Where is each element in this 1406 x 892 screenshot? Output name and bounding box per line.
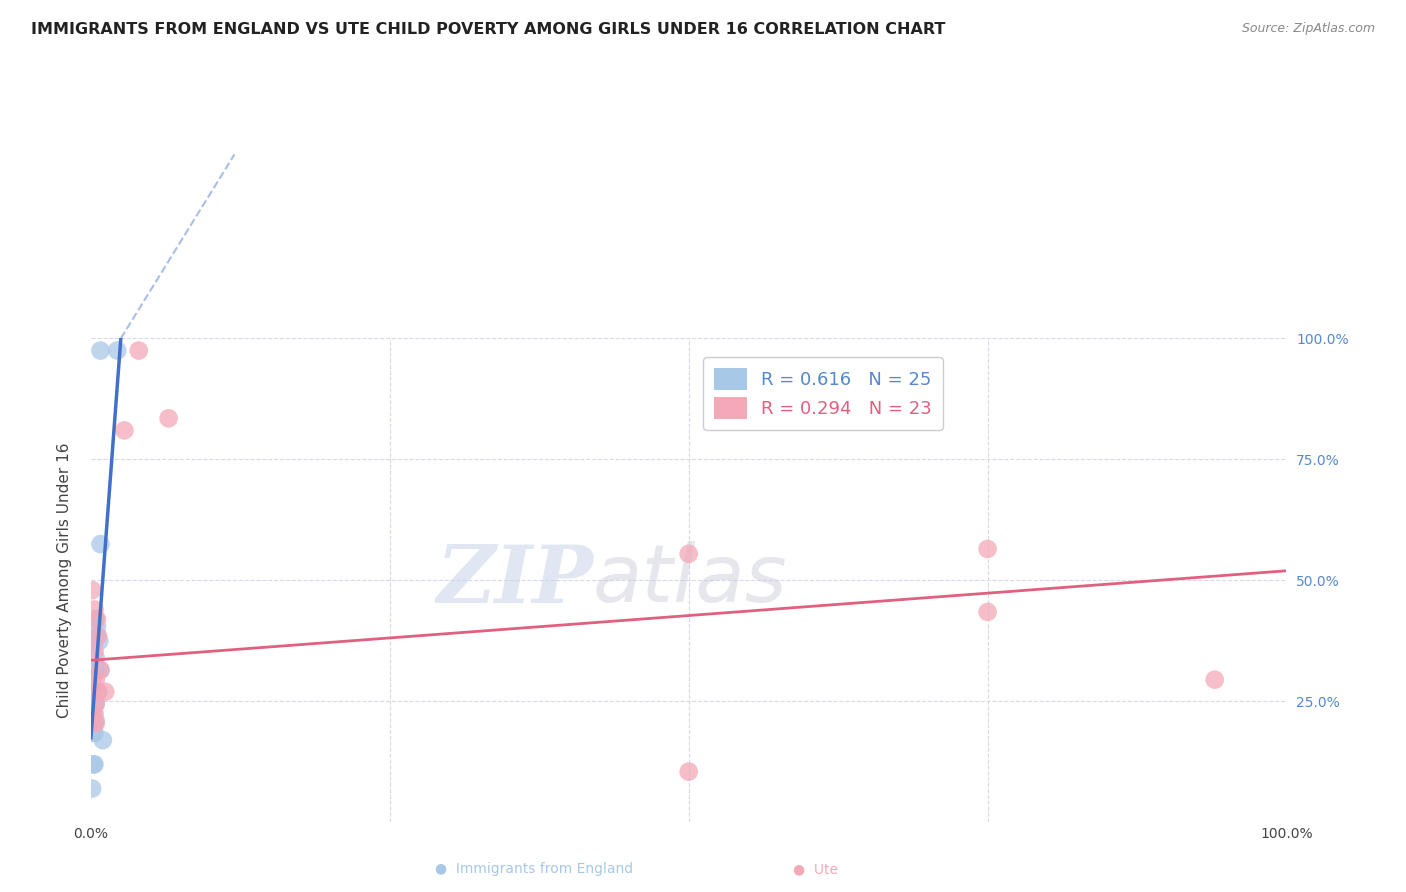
Point: [83, 726, 105, 740]
Point: [82, 716, 104, 731]
Text: ZIP: ZIP: [436, 541, 593, 619]
Point: [84, 612, 107, 626]
Point: [84, 716, 107, 731]
Point: [84, 685, 107, 699]
Point: [128, 343, 150, 358]
Point: [84, 651, 107, 665]
Point: [84, 697, 107, 711]
Text: ●  Ute: ● Ute: [793, 862, 838, 876]
Text: ●  Immigrants from England: ● Immigrants from England: [436, 862, 633, 876]
Point: [89, 537, 111, 551]
Point: [976, 605, 998, 619]
Point: [157, 411, 180, 425]
Text: Source: ZipAtlas.com: Source: ZipAtlas.com: [1241, 22, 1375, 36]
Point: [82, 706, 104, 721]
Point: [89, 663, 111, 677]
Point: [84, 673, 107, 687]
Point: [976, 541, 998, 556]
Point: [82, 685, 104, 699]
Point: [86, 629, 108, 643]
Point: [83, 706, 105, 721]
Point: [84, 714, 107, 728]
Point: [91, 733, 114, 747]
Point: [83, 714, 105, 728]
Point: [82, 781, 104, 796]
Point: [86, 612, 108, 626]
Point: [82, 583, 104, 598]
Point: [1204, 673, 1226, 687]
Point: [82, 726, 104, 740]
Point: [83, 643, 105, 657]
Legend: R = 0.616   N = 25, R = 0.294   N = 23: R = 0.616 N = 25, R = 0.294 N = 23: [703, 357, 942, 430]
Point: [83, 697, 105, 711]
Point: [87, 685, 110, 699]
Point: [94, 685, 117, 699]
Point: [105, 343, 128, 358]
Point: [83, 757, 105, 772]
Point: [86, 663, 108, 677]
Point: [112, 424, 135, 438]
Point: [82, 757, 104, 772]
Point: [86, 619, 108, 633]
Text: atlas: atlas: [593, 541, 787, 619]
Point: [89, 663, 111, 677]
Point: [87, 629, 110, 643]
Point: [84, 697, 107, 711]
Point: [83, 602, 105, 616]
Point: [83, 634, 105, 648]
Point: [87, 685, 110, 699]
Point: [678, 764, 700, 779]
Point: [82, 714, 104, 728]
Text: IMMIGRANTS FROM ENGLAND VS UTE CHILD POVERTY AMONG GIRLS UNDER 16 CORRELATION CH: IMMIGRANTS FROM ENGLAND VS UTE CHILD POV…: [31, 22, 945, 37]
Point: [89, 343, 111, 358]
Point: [89, 634, 111, 648]
Point: [678, 547, 700, 561]
Y-axis label: Child Poverty Among Girls Under 16: Child Poverty Among Girls Under 16: [58, 442, 72, 718]
Point: [82, 673, 104, 687]
